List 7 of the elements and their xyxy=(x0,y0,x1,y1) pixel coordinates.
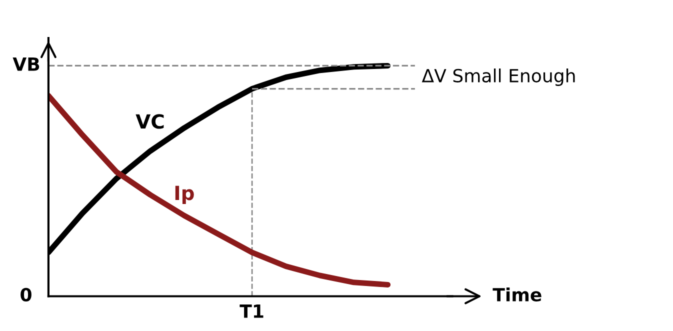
x-axis-title: Time xyxy=(492,288,542,302)
text: 0 xyxy=(20,288,32,302)
ref-line-label: VB xyxy=(12,58,40,71)
series-label: VC xyxy=(136,114,164,129)
text: ΔV Small Enough xyxy=(422,68,575,86)
series-label: Ip xyxy=(175,186,194,204)
text: T1 xyxy=(240,304,264,318)
